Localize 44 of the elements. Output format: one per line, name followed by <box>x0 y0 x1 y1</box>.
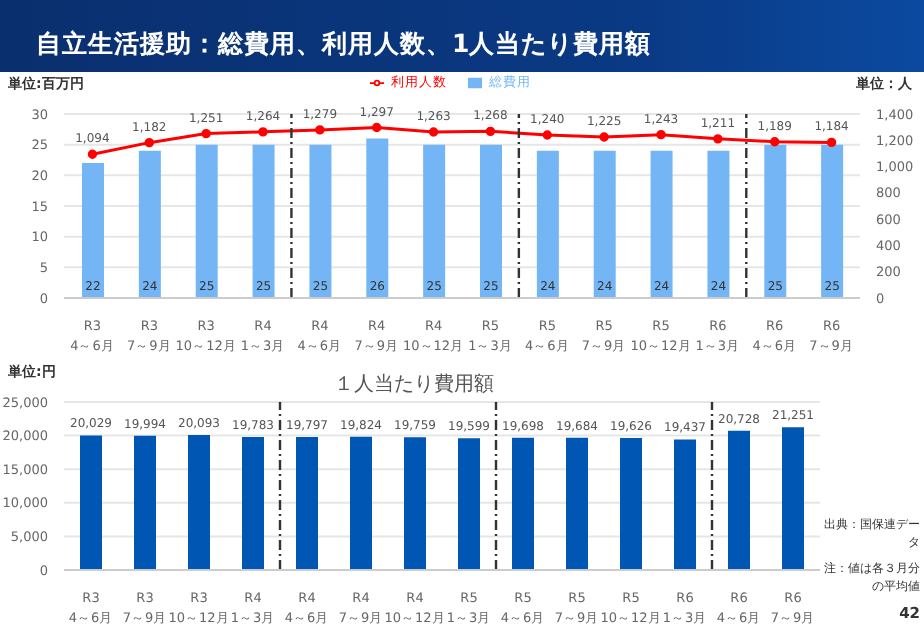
point <box>201 128 211 139</box>
bar <box>366 138 389 298</box>
bar <box>296 436 318 570</box>
point <box>826 137 837 148</box>
bar <box>593 150 616 298</box>
bar <box>80 435 102 570</box>
chart-title: １人当たり費用額 <box>334 374 494 396</box>
bar <box>195 144 218 298</box>
bar <box>480 144 502 298</box>
bar <box>620 438 642 570</box>
point <box>87 149 98 159</box>
point <box>713 134 723 144</box>
bar <box>82 163 104 298</box>
point <box>144 137 154 148</box>
bar <box>423 144 446 298</box>
bar <box>134 435 156 570</box>
point <box>315 125 325 135</box>
point <box>258 127 268 137</box>
point <box>485 126 496 137</box>
bar <box>650 150 673 298</box>
bar <box>821 144 844 298</box>
bar <box>728 430 750 570</box>
bar <box>707 150 730 298</box>
point <box>770 137 780 147</box>
point <box>656 129 666 140</box>
chart-title: 自立生活援助：総費用、利用人数、1人当たり費用額 <box>0 0 924 72</box>
bar <box>782 427 804 570</box>
bar <box>188 434 210 570</box>
point <box>599 132 609 142</box>
bar <box>674 439 696 570</box>
point <box>542 130 552 140</box>
bar <box>252 144 275 298</box>
bar <box>764 144 787 298</box>
bar <box>309 144 332 298</box>
bar <box>458 438 480 570</box>
bar <box>350 436 372 570</box>
bar <box>536 150 559 298</box>
point <box>428 127 439 137</box>
bar <box>404 437 426 570</box>
bar <box>138 150 161 298</box>
bar <box>566 437 588 570</box>
point <box>372 122 382 133</box>
bar <box>242 437 264 570</box>
bar <box>512 437 534 570</box>
